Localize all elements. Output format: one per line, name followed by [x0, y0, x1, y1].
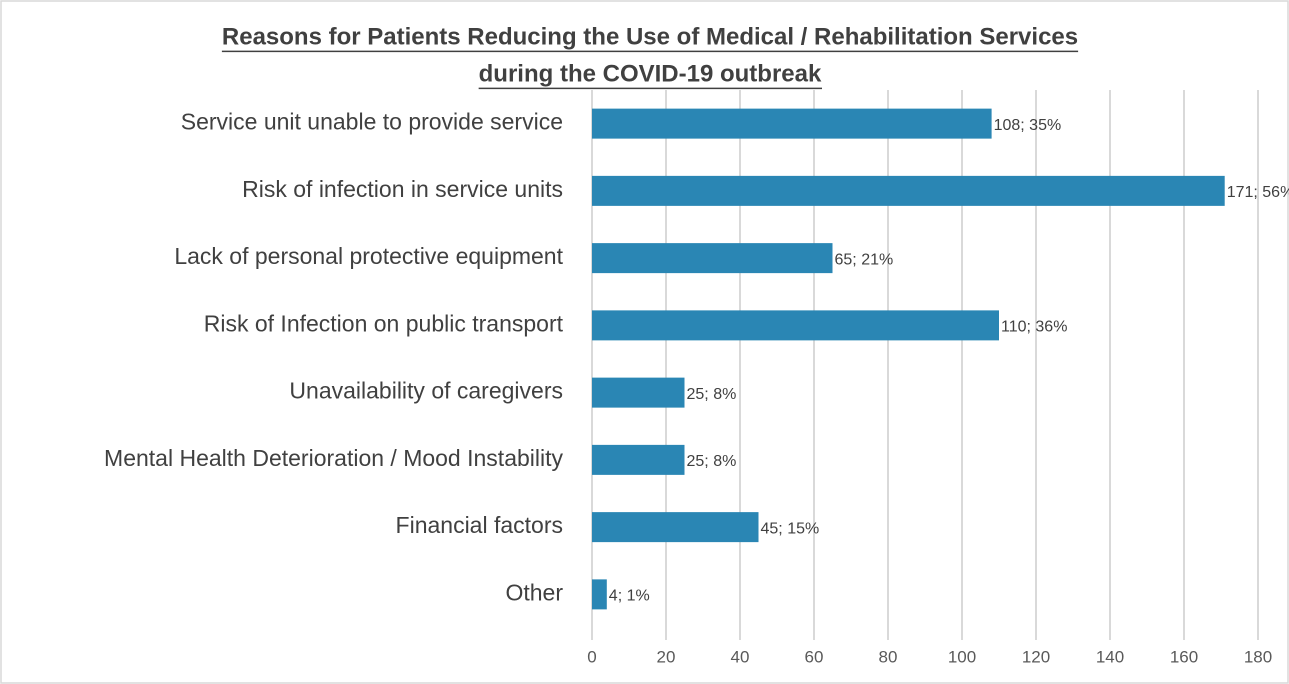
data-label: 45; 15%	[761, 520, 820, 537]
bar	[592, 377, 685, 408]
data-label: 4; 1%	[609, 588, 650, 605]
bar	[592, 108, 992, 139]
bar	[592, 444, 685, 475]
bar	[592, 310, 999, 341]
bar	[592, 512, 759, 543]
x-tick-label: 100	[948, 647, 976, 666]
x-tick-label: 180	[1244, 647, 1272, 666]
y-tick-label: Risk of Infection on public transport	[204, 310, 564, 336]
x-tick-label: 20	[657, 647, 676, 666]
data-label: 171; 56%	[1227, 184, 1289, 201]
chart-title: Reasons for Patients Reducing the Use of…	[222, 23, 1078, 50]
y-tick-label: Unavailability of caregivers	[289, 378, 563, 404]
x-tick-label: 80	[879, 647, 898, 666]
data-label: 108; 35%	[994, 117, 1062, 134]
x-tick-label: 140	[1096, 647, 1124, 666]
y-tick-label: Other	[505, 579, 563, 605]
y-tick-label: Mental Health Deterioration / Mood Insta…	[104, 445, 563, 471]
data-label: 65; 21%	[835, 251, 894, 268]
bar	[592, 243, 833, 274]
bar	[592, 175, 1225, 206]
x-tick-label: 40	[731, 647, 750, 666]
data-label: 110; 36%	[1001, 319, 1067, 336]
x-tick-label: 120	[1022, 647, 1050, 666]
y-tick-label: Financial factors	[396, 512, 563, 538]
x-tick-label: 60	[805, 647, 824, 666]
y-tick-label: Service unit unable to provide service	[181, 109, 563, 135]
bar	[592, 579, 607, 610]
data-label: 25; 8%	[687, 386, 737, 403]
x-tick-label: 0	[587, 647, 596, 666]
y-tick-label: Lack of personal protective equipment	[174, 243, 563, 269]
x-tick-label: 160	[1170, 647, 1198, 666]
chart-title: during the COVID-19 outbreak	[479, 60, 822, 87]
data-label: 25; 8%	[687, 453, 737, 470]
y-tick-label: Risk of infection in service units	[242, 176, 563, 202]
